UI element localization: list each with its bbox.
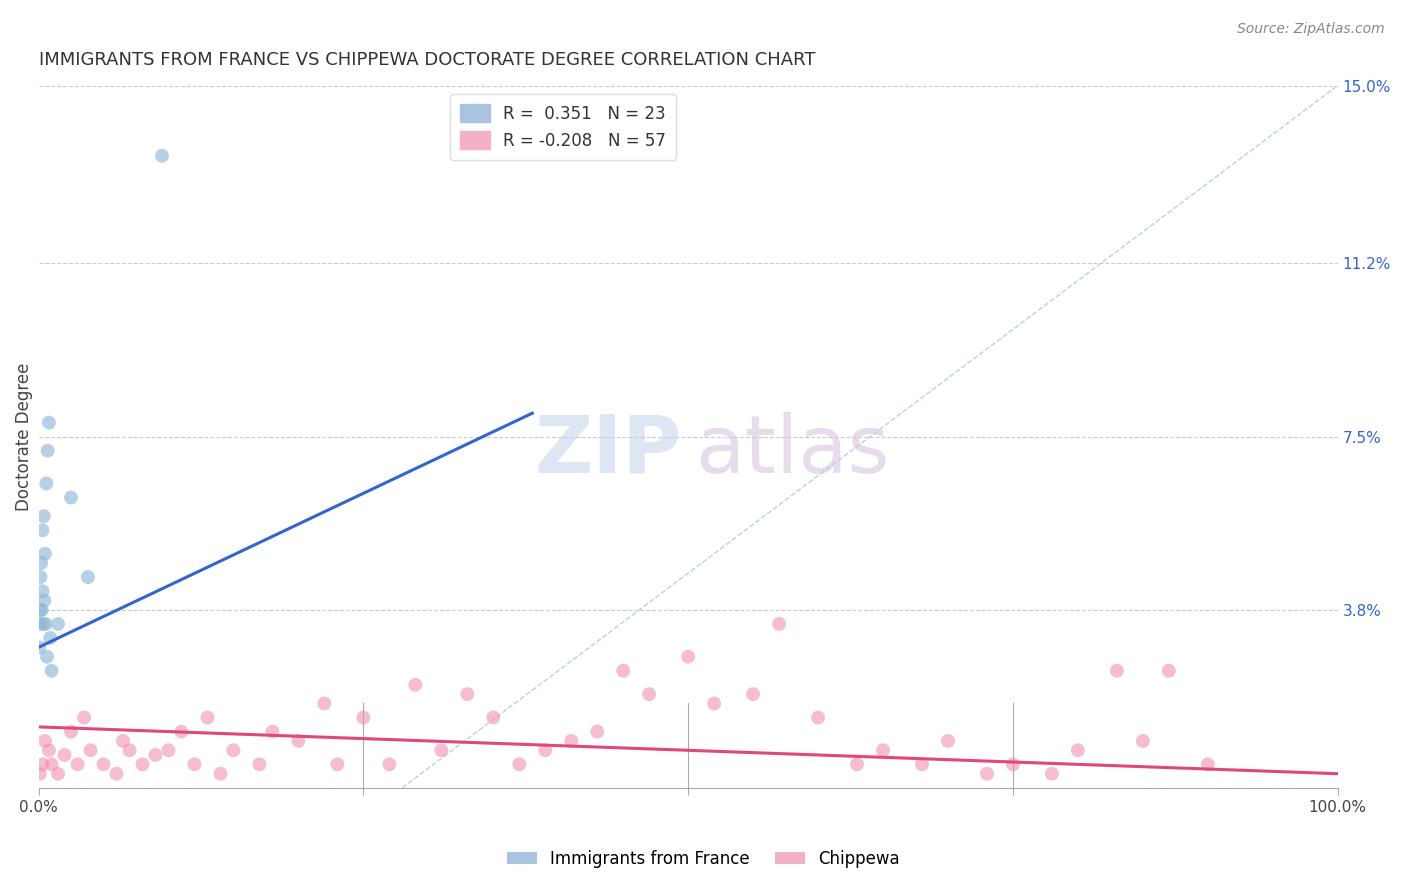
Point xyxy=(352,710,374,724)
Point xyxy=(287,734,309,748)
Point xyxy=(1040,766,1063,780)
Point xyxy=(34,547,56,561)
Point xyxy=(676,649,699,664)
Point xyxy=(872,743,894,757)
Point xyxy=(807,710,830,724)
Point xyxy=(742,687,765,701)
Point xyxy=(28,616,51,631)
Point xyxy=(60,724,83,739)
Point xyxy=(1132,734,1154,748)
Text: IMMIGRANTS FROM FRANCE VS CHIPPEWA DOCTORATE DEGREE CORRELATION CHART: IMMIGRANTS FROM FRANCE VS CHIPPEWA DOCTO… xyxy=(38,51,815,69)
Point xyxy=(34,593,56,607)
Point xyxy=(41,664,63,678)
Point xyxy=(197,710,219,724)
Point xyxy=(31,584,53,599)
Point xyxy=(118,743,141,757)
Point xyxy=(1067,743,1090,757)
Point xyxy=(28,640,51,655)
Point xyxy=(846,757,869,772)
Point xyxy=(28,766,51,780)
Point xyxy=(911,757,934,772)
Point xyxy=(32,509,55,524)
Point xyxy=(41,757,63,772)
Point xyxy=(111,734,134,748)
Point xyxy=(35,476,58,491)
Point xyxy=(586,724,609,739)
Point xyxy=(378,757,401,772)
Point xyxy=(105,766,128,780)
Point xyxy=(560,734,582,748)
Point xyxy=(30,603,52,617)
Point xyxy=(482,710,505,724)
Point xyxy=(1197,757,1219,772)
Point xyxy=(79,743,101,757)
Point xyxy=(31,523,53,537)
Point xyxy=(157,743,180,757)
Text: ZIP: ZIP xyxy=(534,412,682,490)
Point xyxy=(768,616,790,631)
Point xyxy=(1157,664,1180,678)
Point xyxy=(145,747,167,762)
Point xyxy=(46,616,69,631)
Point xyxy=(976,766,998,780)
Point xyxy=(703,697,725,711)
Point xyxy=(326,757,349,772)
Text: atlas: atlas xyxy=(695,412,889,490)
Point xyxy=(404,678,426,692)
Point xyxy=(430,743,453,757)
Point xyxy=(93,757,115,772)
Point xyxy=(38,743,60,757)
Legend: Immigrants from France, Chippewa: Immigrants from France, Chippewa xyxy=(501,844,905,875)
Point xyxy=(508,757,530,772)
Point xyxy=(170,724,193,739)
Point xyxy=(46,766,69,780)
Point xyxy=(35,649,58,664)
Point xyxy=(73,710,96,724)
Point xyxy=(222,743,245,757)
Point xyxy=(32,616,55,631)
Point xyxy=(39,631,62,645)
Point xyxy=(131,757,153,772)
Point xyxy=(534,743,557,757)
Point xyxy=(31,603,53,617)
Point xyxy=(262,724,284,739)
Point xyxy=(936,734,959,748)
Point xyxy=(249,757,271,772)
Point xyxy=(30,556,52,570)
Point xyxy=(183,757,205,772)
Point xyxy=(209,766,232,780)
Legend: R =  0.351   N = 23, R = -0.208   N = 57: R = 0.351 N = 23, R = -0.208 N = 57 xyxy=(450,94,676,160)
Point xyxy=(60,491,83,505)
Y-axis label: Doctorate Degree: Doctorate Degree xyxy=(15,362,32,511)
Point xyxy=(66,757,89,772)
Point xyxy=(30,570,52,584)
Point xyxy=(638,687,661,701)
Point xyxy=(456,687,478,701)
Point xyxy=(38,416,60,430)
Point xyxy=(34,734,56,748)
Point xyxy=(314,697,336,711)
Point xyxy=(31,757,53,772)
Point xyxy=(77,570,100,584)
Text: Source: ZipAtlas.com: Source: ZipAtlas.com xyxy=(1237,22,1385,37)
Point xyxy=(1001,757,1024,772)
Point xyxy=(35,616,58,631)
Point xyxy=(53,747,76,762)
Point xyxy=(1105,664,1128,678)
Point xyxy=(612,664,634,678)
Point xyxy=(150,149,173,163)
Point xyxy=(37,443,59,458)
